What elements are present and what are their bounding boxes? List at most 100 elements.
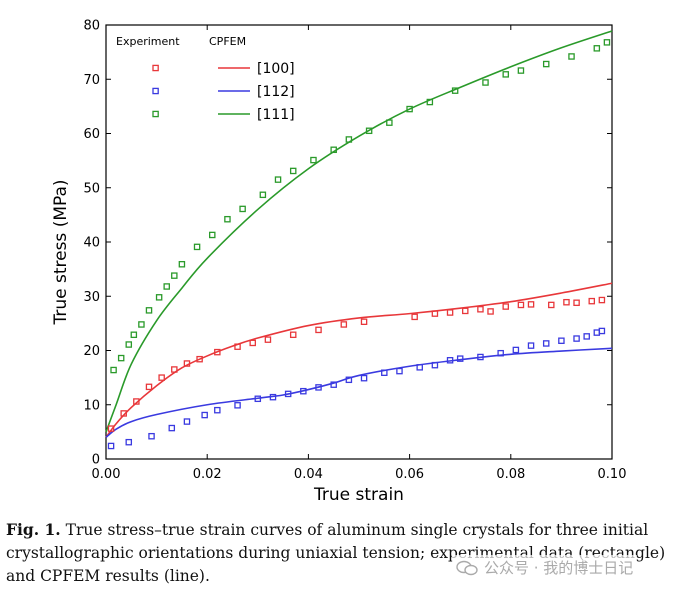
legend-marker-100 <box>152 64 159 72</box>
experiment-point-100 <box>196 355 203 363</box>
y-tick-label: 80 <box>83 19 100 34</box>
legend: Experiment CPFEM [100] [112] [111] <box>116 35 295 123</box>
experiment-point-112 <box>254 395 262 403</box>
experiment-point-111 <box>345 136 353 143</box>
y-tick-label: 50 <box>83 181 100 196</box>
experiment-point-112 <box>345 376 353 384</box>
caption-label: Fig. 1. <box>6 520 61 539</box>
cpfem-line-112 <box>105 347 613 438</box>
experiment-point-112 <box>360 374 368 382</box>
watermark: 公众号 · 我的博士日记 <box>452 555 638 580</box>
y-tick-label: 60 <box>83 127 100 142</box>
experiment-point-112 <box>416 364 423 371</box>
experiment-point-111 <box>330 146 337 154</box>
y-tick-label: 40 <box>83 236 100 251</box>
experiment-point-100 <box>598 296 606 304</box>
experiment-point-112 <box>201 411 208 419</box>
experiment-point-111 <box>386 119 393 126</box>
experiment-point-112 <box>284 390 292 398</box>
experiment-point-111 <box>274 176 282 183</box>
experiment-point-111 <box>365 127 373 135</box>
experiment-point-112 <box>107 442 115 450</box>
x-tick-label: 0.10 <box>598 467 627 482</box>
experiment-point-112 <box>168 424 176 432</box>
experiment-point-112 <box>148 432 155 440</box>
experiment-point-112 <box>269 393 277 401</box>
experiment-point-112 <box>125 438 133 446</box>
experiment-point-111 <box>289 167 297 175</box>
experiment-point-111 <box>145 307 153 314</box>
x-tick-label: 0.02 <box>193 467 222 482</box>
legend-label-112: [112] <box>257 84 295 100</box>
experiment-point-111 <box>224 215 231 223</box>
x-tick-label: 0.08 <box>496 467 525 482</box>
plot-frame <box>105 24 613 460</box>
experiment-point-111 <box>209 231 216 239</box>
experiment-point-111 <box>310 156 317 164</box>
cpfem-curves <box>105 30 613 438</box>
experiment-point-112 <box>183 418 191 425</box>
experiment-point-100 <box>340 321 348 328</box>
experiment-point-112 <box>477 353 484 361</box>
experiment-point-100 <box>171 366 178 373</box>
chart: 0.00 0.02 0.04 0.06 0.08 0.10 0 10 20 30 40 50 60 70 8… <box>51 19 626 506</box>
legend-marker-112 <box>152 87 159 95</box>
wechat-icon <box>456 560 478 575</box>
y-tick-label: 30 <box>83 290 100 305</box>
experiment-point-111 <box>155 294 163 301</box>
experiment-point-111 <box>178 260 186 268</box>
experiment-point-111 <box>130 331 138 339</box>
experiment-point-112 <box>234 402 241 409</box>
experiment-point-100 <box>145 383 153 391</box>
experiment-point-100 <box>158 374 165 381</box>
legend-label-100: [100] <box>257 61 295 77</box>
experiment-point-112 <box>542 340 550 347</box>
experiment-point-111 <box>163 283 170 290</box>
experiment-point-111 <box>125 341 133 348</box>
experiment-point-111 <box>138 321 145 328</box>
experiment-point-112 <box>214 406 221 414</box>
legend-header-cpfem: CPFEM <box>209 35 246 48</box>
axes-layer: 0.00 0.02 0.04 0.06 0.08 0.10 0 10 20 30 40 50 60 70 8… <box>51 19 626 506</box>
y-axis-label: True stress (MPa) <box>51 179 71 325</box>
x-tick-label: 0.06 <box>395 467 424 482</box>
watermark-text: 公众号 · 我的博士日记 <box>484 559 634 577</box>
experiment-point-100 <box>527 301 535 308</box>
experiment-point-112 <box>446 357 454 364</box>
experiment-point-111 <box>117 354 125 362</box>
experiment-point-111 <box>517 67 525 74</box>
experiment-point-100 <box>477 306 484 313</box>
legend-label-111: [111] <box>257 107 295 123</box>
experiment-point-112 <box>300 387 307 395</box>
experiment-point-111 <box>171 272 178 279</box>
experiment-point-100 <box>107 425 115 432</box>
x-tick-label: 0.00 <box>92 467 121 482</box>
experiment-point-100 <box>517 301 525 309</box>
experiment-point-111 <box>603 39 611 46</box>
y-tick-label: 20 <box>83 344 100 359</box>
experiment-point-111 <box>542 60 550 68</box>
experiment-point-111 <box>239 205 246 213</box>
experiment-point-112 <box>558 337 565 344</box>
experiment-point-111 <box>193 243 201 251</box>
experiment-point-112 <box>527 342 535 349</box>
experiment-point-112 <box>431 361 439 369</box>
experiment-point-112 <box>381 369 388 376</box>
experiment-point-111 <box>426 98 434 106</box>
experiment-point-100 <box>446 309 454 316</box>
experiment-point-112 <box>315 384 322 391</box>
cpfem-line-111 <box>105 30 613 433</box>
experiment-point-111 <box>502 71 509 78</box>
experiment-point-100 <box>315 326 322 334</box>
y-tick-label: 70 <box>83 73 100 88</box>
experiment-point-100 <box>214 348 221 356</box>
experiment-point-100 <box>573 299 580 307</box>
legend-marker-111 <box>152 110 159 118</box>
y-tick-label: 0 <box>92 453 100 468</box>
experiment-point-100 <box>548 301 555 309</box>
x-tick-label: 0.04 <box>294 467 323 482</box>
experiment-point-111 <box>482 79 489 86</box>
legend-header-experiment: Experiment <box>116 35 180 48</box>
experiment-point-100 <box>502 303 509 310</box>
experiment-point-112 <box>598 327 606 335</box>
